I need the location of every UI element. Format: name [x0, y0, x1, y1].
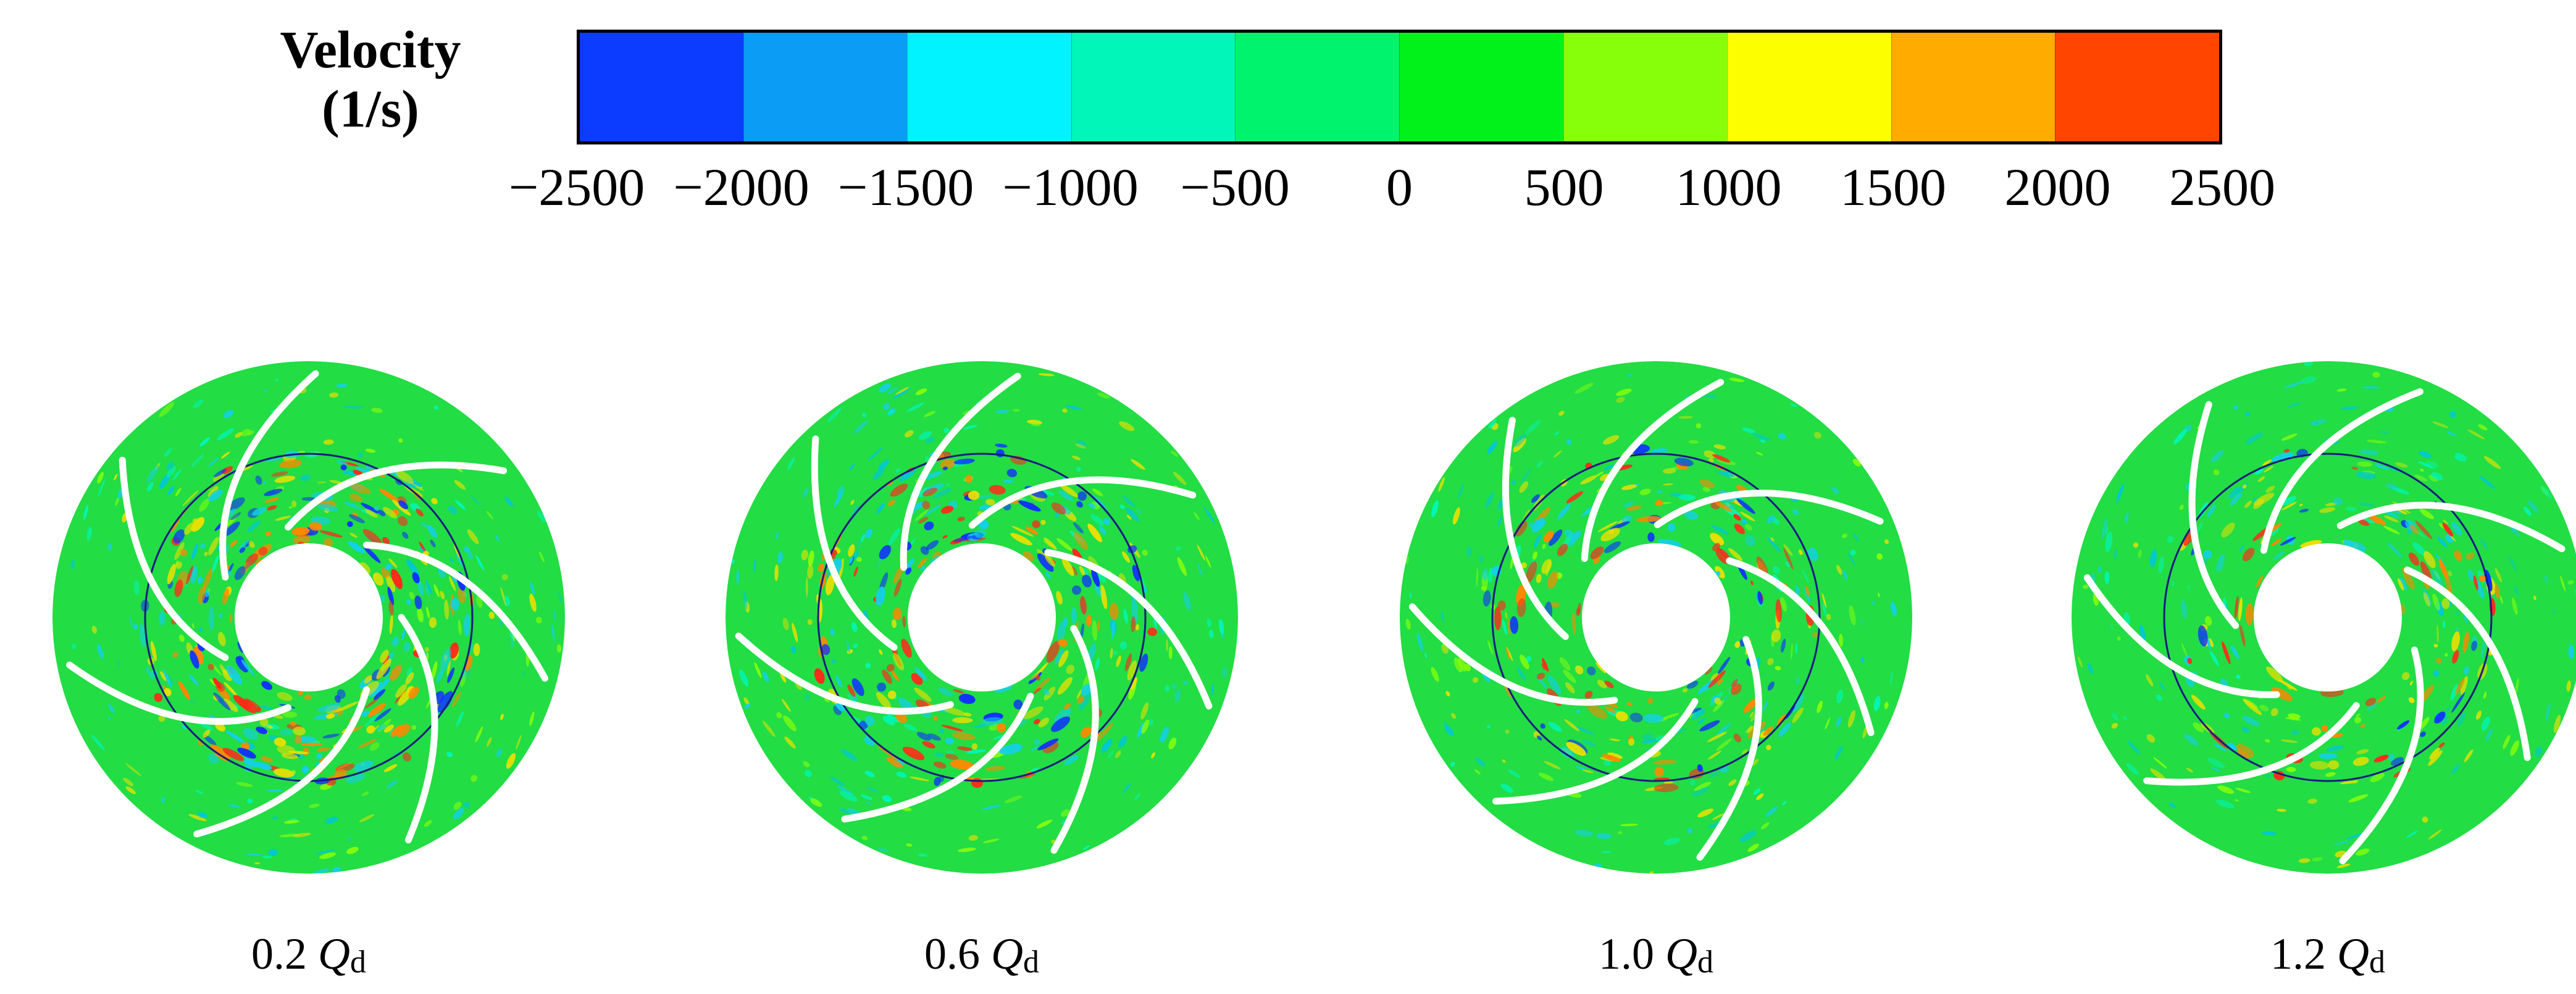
impeller-blade	[285, 461, 508, 531]
impeller-blade	[119, 456, 229, 661]
flow-subscript: d	[2369, 945, 2385, 980]
flow-symbol: Q	[1665, 929, 1697, 979]
colorbar-title-unit: (1/s)	[322, 79, 419, 138]
impeller-blade	[900, 372, 1021, 571]
plot-caption: 0.6 Qd	[924, 929, 1039, 987]
flow-coefficient: 0.6	[924, 929, 980, 979]
impeller-blade	[1492, 698, 1699, 805]
colorbar-segment	[907, 33, 1071, 141]
colorbar-tick-label: −1000	[1002, 157, 1139, 217]
impeller-blade	[398, 614, 438, 843]
impeller-blade	[1408, 603, 1618, 706]
impeller-blade	[66, 661, 292, 725]
colorbar-tick-label: −2500	[508, 157, 645, 217]
impeller-hub	[908, 543, 1056, 691]
rotor-stator-interface	[1491, 453, 1821, 782]
colorbar-tick-label: −2000	[673, 157, 809, 217]
colorbar-tick-label: −1500	[837, 157, 974, 217]
impeller-blade	[1050, 625, 1099, 854]
colorbar-segment	[1891, 33, 2055, 141]
impeller-plot	[1400, 361, 1912, 874]
flow-subscript: d	[1023, 945, 1039, 980]
colorbar-segment	[743, 33, 908, 141]
impeller-plot	[2072, 361, 2576, 874]
colorbar-tick-label: 2500	[2169, 157, 2275, 217]
colorbar-segment	[1399, 33, 1563, 141]
colorbar-segment	[1727, 33, 1891, 141]
impeller-blade	[219, 370, 319, 581]
impeller-blade	[1581, 378, 1725, 562]
impeller-blade	[841, 693, 1034, 823]
impeller-blade	[2188, 401, 2239, 629]
impeller-blade	[2404, 566, 2531, 761]
impeller-blade	[2336, 501, 2566, 553]
colorbar-tick-label: −500	[1180, 157, 1290, 217]
plot-caption: 1.0 Qd	[1599, 929, 1713, 987]
flow-symbol: Q	[991, 929, 1023, 979]
impeller-plot	[52, 361, 565, 874]
colorbar-tick-label: 500	[1524, 157, 1604, 217]
flow-coefficient: 1.2	[2270, 929, 2326, 979]
impeller-hub	[1582, 543, 1730, 691]
rotor-stator-interface	[817, 453, 1147, 782]
flow-subscript: d	[350, 945, 366, 980]
impeller-plot	[726, 361, 1238, 874]
impeller-blade	[735, 632, 954, 715]
impeller-blade	[2260, 388, 2423, 554]
impeller-blade	[1696, 636, 1762, 861]
colorbar-segment	[580, 33, 743, 141]
impeller-hub	[2254, 543, 2402, 691]
impeller-blade	[2083, 574, 2280, 698]
impeller-blade	[1654, 490, 1884, 528]
colorbar-tick-label: 2000	[2004, 157, 2111, 217]
colorbar-segment	[2055, 33, 2219, 141]
colorbar-segment	[1563, 33, 1728, 141]
impeller-contour-plots: 0.2 Qd 0.6 Qd 1.0 Qd 1.2 Qd	[0, 346, 2576, 994]
plot-caption: 1.2 Qd	[2270, 929, 2385, 987]
impeller-blade	[1726, 557, 1875, 737]
impeller-blade	[1044, 549, 1213, 710]
impeller-blade	[1502, 417, 1569, 640]
rotor-stator-interface	[2163, 453, 2493, 782]
impeller-blade	[811, 435, 898, 651]
colorbar-segment	[1071, 33, 1236, 141]
impeller-blade	[968, 476, 1197, 529]
flow-coefficient: 0.2	[251, 929, 307, 979]
colorbar-title-name: Velocity	[280, 20, 461, 79]
impeller-blade	[2339, 646, 2424, 864]
flow-coefficient: 1.0	[1599, 929, 1654, 979]
flow-subscript: d	[1697, 945, 1713, 980]
plot-caption: 0.2 Qd	[251, 929, 366, 987]
colorbar-title: Velocity (1/s)	[241, 20, 500, 138]
flow-symbol: Q	[318, 929, 350, 979]
impeller-blade	[193, 686, 370, 838]
impeller-hub	[235, 543, 383, 691]
colorbar-segment	[1235, 33, 1399, 141]
colorbar	[577, 30, 2222, 144]
impeller-blade	[2143, 702, 2360, 786]
colorbar-tick-label: 0	[1386, 157, 1413, 217]
impeller-blade	[363, 541, 548, 682]
colorbar-tick-label: 1000	[1675, 157, 1782, 217]
flow-symbol: Q	[2337, 929, 2369, 979]
colorbar-tick-label: 1500	[1840, 157, 1946, 217]
